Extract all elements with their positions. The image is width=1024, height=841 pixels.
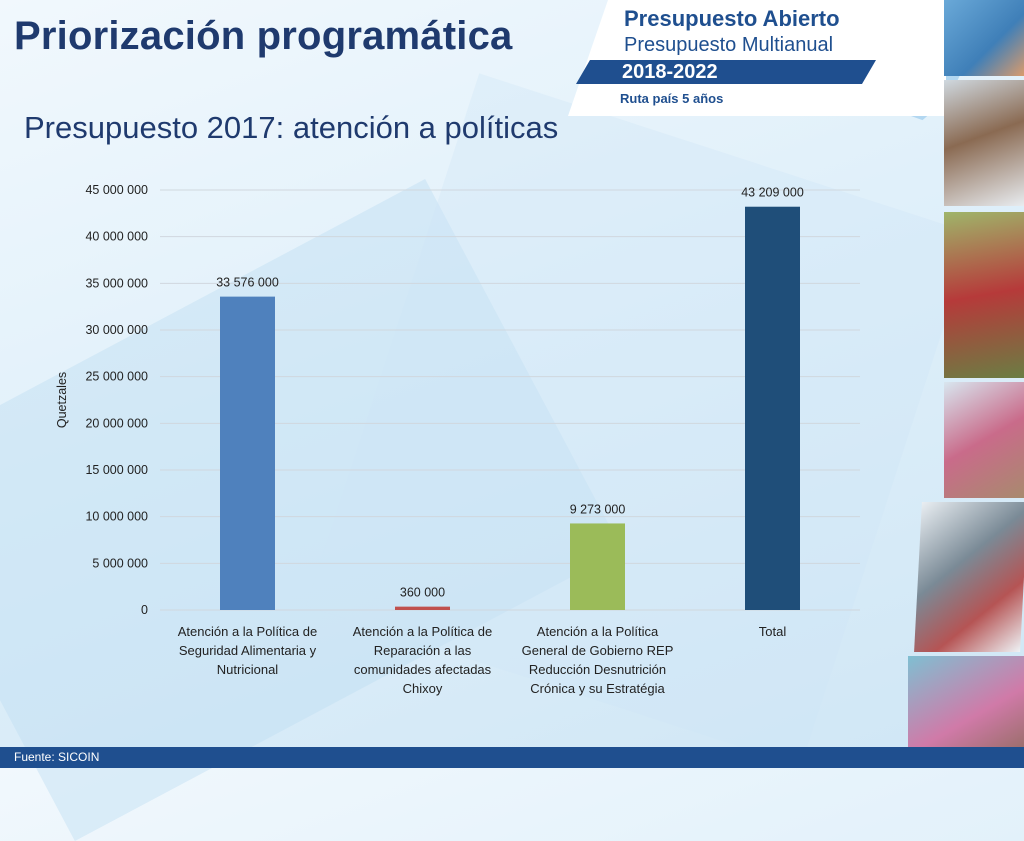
y-tick-label: 30 000 000 [85,323,148,337]
logo-tagline: Ruta país 5 años [620,91,724,106]
page-subtitle: Presupuesto 2017: atención a políticas [24,110,559,145]
photo-farmer-icon [944,212,1024,378]
bar [745,206,800,610]
page-title: Priorización programática [14,14,513,58]
photo-girl-icon [944,80,1024,206]
logo-card [568,0,946,116]
y-tick-label: 45 000 000 [85,183,148,197]
y-axis-label: Quetzales [55,372,69,428]
bar-chart: 0 5 000 000 10 000 000 15 000 000 20 000 000… [55,183,860,696]
y-tick-label: 5 000 000 [92,556,148,570]
y-tick-label: 35 000 000 [85,276,148,290]
x-tick-label: Atención a la Política de Reparación a la… [353,624,492,696]
photo-strip [908,0,1024,768]
logo-subtitle: Presupuesto Multianual [624,34,834,56]
bar [395,606,450,610]
data-label: 9 273 000 [570,502,626,516]
y-tick-label: 10 000 000 [85,510,148,524]
y-tick-label: 40 000 000 [85,230,148,244]
x-tick-label: Atención a la Política General de Gobiern… [522,624,674,696]
logo-band [576,60,876,84]
data-label: 43 209 000 [741,186,804,200]
x-tick-label: Total [759,624,787,639]
photo-child-icon [944,0,1024,76]
x-tick-label: Atención a la Política de Seguridad Alime… [178,624,317,677]
footer-bar [0,747,1024,768]
data-label: 33 576 000 [216,276,279,290]
bar [570,523,625,610]
logo-years: 2018-2022 [622,61,718,83]
bar [220,296,275,610]
data-label: 360 000 [400,586,445,600]
source-note: Fuente: SICOIN [14,750,100,764]
y-tick-label: 25 000 000 [85,370,148,384]
photo-children-icon [944,382,1024,498]
logo-title: Presupuesto Abierto [624,6,840,31]
y-tick-label: 15 000 000 [85,463,148,477]
y-tick-label: 20 000 000 [85,416,148,430]
photo-classroom-icon [914,502,1024,652]
y-tick-label: 0 [141,603,148,617]
